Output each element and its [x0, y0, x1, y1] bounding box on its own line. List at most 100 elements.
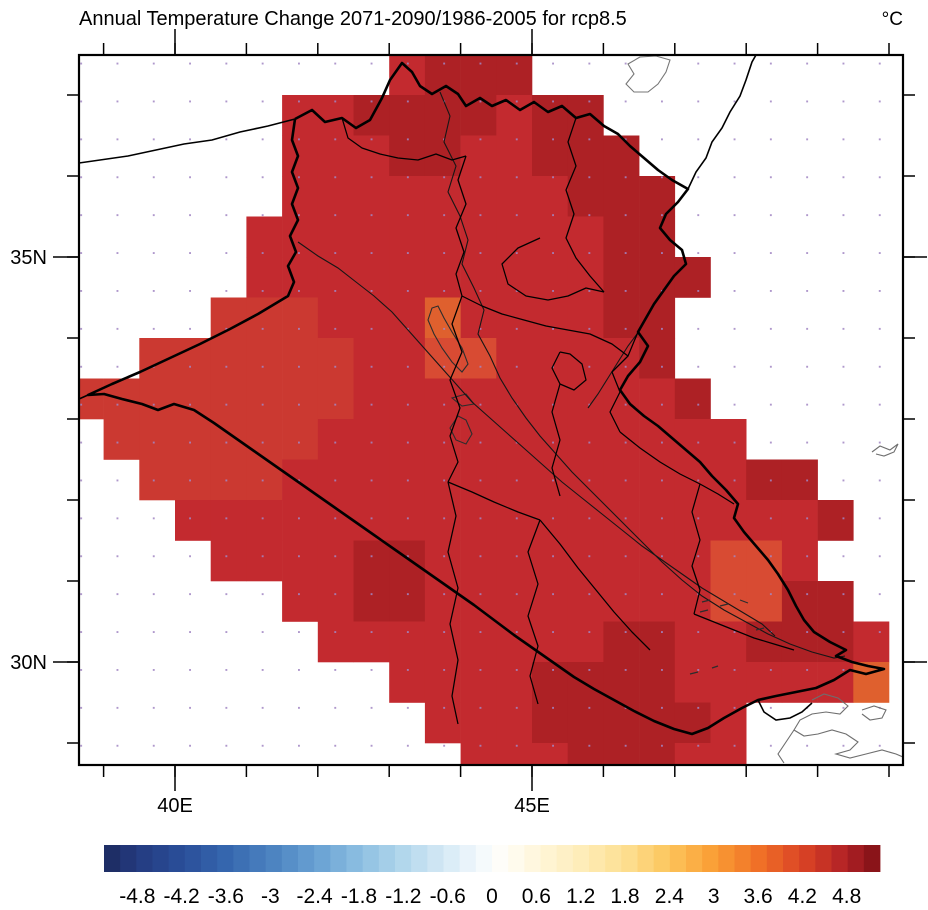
grid-cell	[603, 702, 640, 744]
grid-cell	[532, 743, 568, 765]
grid-cell	[496, 55, 533, 96]
grid-cell	[639, 743, 676, 765]
admin-border	[501, 237, 605, 301]
admin-border	[527, 519, 541, 705]
marsh-mark	[689, 671, 699, 675]
grid-cell	[317, 419, 354, 460]
marsh-marks	[689, 599, 765, 675]
y-tick-label: 35N	[10, 247, 47, 269]
grid-cell	[532, 297, 568, 339]
grid-cell	[603, 743, 640, 765]
colorbar-segment	[718, 845, 735, 872]
y-tick-label: 30N	[10, 652, 47, 674]
colorbar-segment	[621, 845, 638, 872]
grid-cell	[460, 581, 497, 622]
colorbar-segment	[799, 845, 816, 872]
grid-cell	[746, 621, 783, 663]
colorbar-tick-label: 2.4	[655, 885, 685, 908]
grid-cell	[532, 419, 568, 460]
grid-cell	[603, 216, 640, 258]
grid-cell	[532, 500, 568, 541]
admin-border	[447, 481, 541, 521]
marsh-mark	[739, 599, 749, 604]
colorbar-segment	[653, 845, 671, 872]
grid-cell	[639, 257, 676, 298]
grid-cell	[496, 500, 533, 541]
grid-cell	[460, 540, 497, 582]
grid-cell	[567, 743, 604, 765]
grid-cell	[567, 176, 604, 217]
colorbar-segment	[120, 845, 137, 872]
grid-cell	[567, 297, 604, 339]
grid-cell	[317, 500, 354, 541]
rivers	[297, 91, 846, 659]
grid-cell	[710, 662, 747, 703]
coastlines	[777, 443, 903, 764]
colorbar-tick-label: 1.8	[610, 885, 639, 908]
grid-cell	[139, 378, 176, 420]
grid-cell	[532, 621, 568, 663]
coastline	[861, 705, 887, 721]
admin-border	[551, 351, 587, 391]
grid-cell	[567, 540, 604, 582]
grid-cell	[674, 257, 711, 298]
colorbar-tick-label: 4.2	[788, 885, 817, 908]
grid-cell	[210, 500, 247, 541]
admin-border	[551, 383, 561, 497]
colorbar-tick-label: -1.8	[341, 885, 377, 908]
grid-cell	[817, 581, 854, 622]
grid-cell	[317, 378, 354, 420]
colorbar-segment	[750, 845, 768, 872]
grid-cell	[353, 540, 390, 582]
grid-cell	[389, 378, 426, 420]
grid-cell	[282, 419, 319, 460]
grid-cell	[210, 297, 247, 339]
grid-cell	[532, 257, 568, 298]
river	[587, 329, 641, 409]
grid-cell	[389, 55, 426, 96]
grid-cell	[353, 297, 390, 339]
river	[439, 91, 846, 659]
grid-cell	[496, 257, 533, 298]
grid-cell	[532, 135, 568, 177]
grid-cell	[781, 621, 818, 663]
colorbar-segment	[572, 845, 590, 872]
grid-cell	[317, 621, 354, 663]
grid-cell	[603, 621, 640, 663]
river	[297, 241, 776, 637]
colorbar-segment	[152, 845, 170, 872]
grid-cell	[139, 419, 176, 460]
grid-cell	[603, 257, 640, 298]
grid-cell	[532, 459, 568, 501]
grid-cell	[496, 459, 533, 501]
colorbar-segment	[734, 845, 752, 872]
grid-cell	[746, 581, 783, 622]
colorbar-segment	[314, 845, 331, 872]
grid-cell	[210, 459, 247, 501]
admin-border	[565, 117, 605, 293]
neighbor-border	[79, 394, 89, 400]
grid-cell	[496, 540, 533, 582]
grid-cell	[317, 216, 354, 258]
grid-cell	[282, 378, 319, 420]
grid-cell	[496, 135, 533, 177]
grid-cell	[639, 338, 676, 379]
grid-cell	[282, 176, 319, 217]
grid-cell	[317, 297, 354, 339]
grid-cell	[853, 621, 890, 663]
grid-cell	[639, 500, 676, 541]
grid-cell	[567, 459, 604, 501]
grid-cell	[175, 459, 211, 501]
colorbar-segment	[330, 845, 347, 872]
grid-cell	[317, 540, 354, 582]
grid-cell	[567, 257, 604, 298]
grid-cell	[317, 338, 354, 379]
grid-cell	[460, 500, 497, 541]
grid-cell	[674, 540, 711, 582]
grid-cell	[603, 176, 640, 217]
marsh-mark	[719, 603, 729, 607]
grid-cell	[389, 581, 426, 622]
colorbar-segment	[136, 845, 153, 872]
colorbar-tick-label: -2.4	[297, 885, 334, 908]
